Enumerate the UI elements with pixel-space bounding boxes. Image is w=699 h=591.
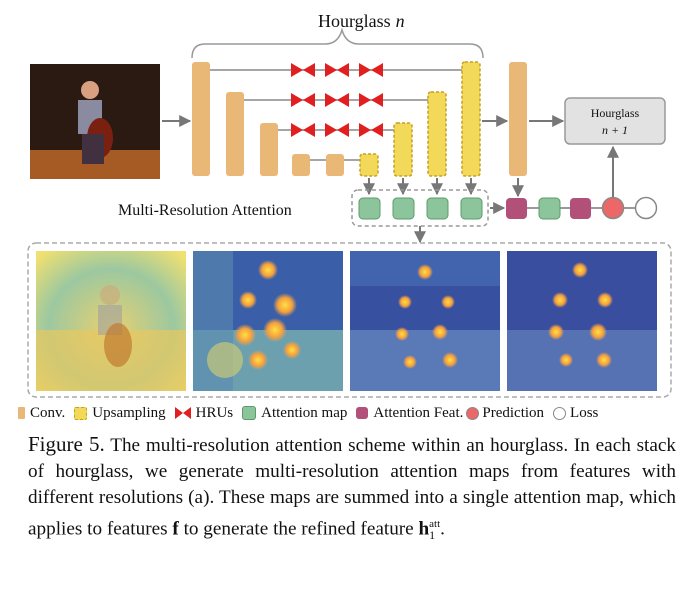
legend-upsampling-label: Upsampling	[92, 404, 166, 421]
loss-node	[634, 196, 658, 220]
caption-text-2: to generate the refined feature	[178, 518, 419, 540]
hru-swatch-icon	[174, 407, 191, 419]
upsampling-blocks	[359, 61, 481, 177]
output-chain	[506, 196, 658, 220]
conv-blocks	[192, 62, 527, 176]
attention-map	[538, 197, 561, 220]
hru-icon	[325, 93, 349, 107]
figure-caption: Figure 5. The multi-resolution attention…	[28, 431, 676, 548]
mra-label: Multi-Resolution Attention	[118, 202, 292, 219]
input-photo	[30, 64, 160, 179]
legend-upsampling: Upsampling	[74, 404, 166, 422]
attention-feat-swatch-icon	[356, 407, 369, 419]
attention-maps	[358, 197, 483, 220]
attention-heatmap-2	[193, 251, 343, 391]
upsampling-swatch-icon	[74, 406, 88, 420]
legend-conv: Conv.	[18, 405, 65, 422]
conv-block	[509, 62, 527, 176]
legend-loss: Loss	[553, 405, 598, 422]
legend-conv-label: Conv.	[30, 404, 66, 421]
attention-map	[358, 197, 381, 220]
attention-feat	[570, 198, 591, 219]
hru-icon	[359, 93, 383, 107]
upsampling-block	[359, 153, 379, 177]
attention-map	[426, 197, 449, 220]
hru-icon	[291, 93, 315, 107]
attention-heatmap-4	[507, 251, 657, 391]
legend-hrus-label: HRUs	[195, 404, 234, 421]
conv-swatch-icon	[18, 407, 25, 419]
attention-heatmap-1	[36, 251, 186, 391]
conv-block	[260, 123, 278, 176]
vector-h-subscript: 1	[429, 528, 436, 543]
attention-map	[460, 197, 483, 220]
legend-loss-label: Loss	[570, 404, 599, 421]
hru-icon	[291, 63, 315, 77]
skip-connections	[210, 69, 462, 161]
attention-map	[392, 197, 415, 220]
upsampling-block	[393, 122, 413, 177]
legend-attention-feat: Attention Feat.	[356, 405, 463, 422]
attention-map-swatch-icon	[242, 406, 257, 420]
prediction-node	[601, 196, 625, 220]
hourglass-brace	[191, 27, 484, 59]
hru-icon	[325, 123, 349, 137]
svg-text:n + 1: n + 1	[602, 123, 628, 137]
hru-icon	[359, 63, 383, 77]
next-hourglass-box: Hourglass n + 1	[564, 97, 666, 145]
legend-attention-map: Attention map	[242, 405, 347, 422]
legend-attention-map-label: Attention map	[261, 404, 348, 421]
hourglass-title: Hourglass n	[318, 11, 405, 31]
attention-heatmap-3	[350, 251, 500, 391]
legend-attention-feat-label: Attention Feat.	[373, 404, 464, 421]
legend-prediction-label: Prediction	[482, 404, 545, 421]
upsampling-block	[461, 61, 481, 177]
architecture-diagram: Hourglass n Hourg	[27, 11, 672, 398]
legend: Conv. Upsampling HRUs Attention map Atte…	[18, 402, 688, 424]
vector-f: f	[172, 518, 179, 540]
heatmap-panel	[27, 242, 672, 398]
caption-text-1: The multi-resolution attention scheme wi…	[28, 435, 677, 540]
hru-blocks	[291, 63, 383, 137]
conv-block	[326, 154, 344, 176]
conv-block	[226, 92, 244, 176]
legend-hrus: HRUs	[174, 404, 234, 422]
hru-icon	[325, 63, 349, 77]
hru-icon	[359, 123, 383, 137]
figure-label: Figure 5.	[28, 432, 105, 456]
mra-group	[351, 189, 489, 227]
vector-h-superscript: att	[429, 518, 441, 530]
upsampling-block	[427, 91, 447, 177]
loss-swatch-icon	[553, 406, 567, 420]
prediction-swatch-icon	[466, 406, 480, 420]
hru-icon	[291, 123, 315, 137]
svg-text:Hourglass: Hourglass	[591, 106, 640, 120]
vector-h: h	[418, 518, 430, 540]
down-arrows	[363, 178, 524, 198]
legend-prediction: Prediction	[466, 405, 544, 422]
conv-block	[192, 62, 210, 176]
attention-feat	[506, 198, 527, 219]
conv-block	[292, 154, 310, 176]
caption-text-end: .	[440, 518, 445, 540]
